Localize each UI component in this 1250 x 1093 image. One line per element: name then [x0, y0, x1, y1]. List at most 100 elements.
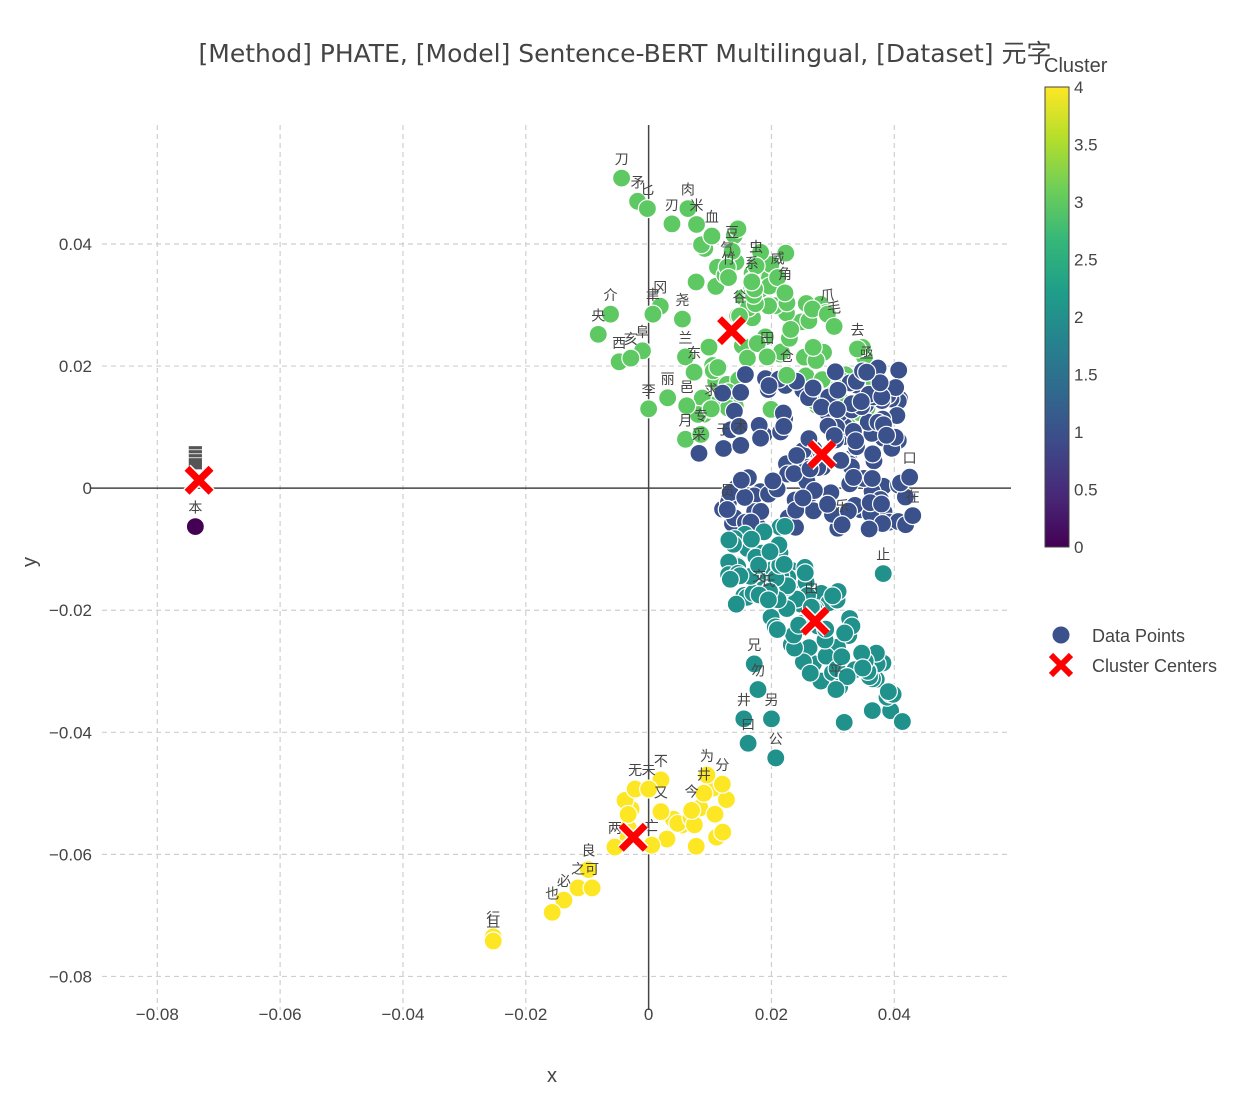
point-label: 东 [687, 346, 701, 362]
point-label: 刀 [615, 152, 629, 168]
data-point [781, 319, 801, 340]
data-point [873, 564, 893, 584]
point-label: 采 [692, 427, 706, 443]
data-point [767, 619, 787, 640]
data-point [870, 373, 890, 393]
point-label: 公 [769, 732, 783, 748]
point-label: 行 [486, 911, 500, 927]
point-label: 虫 [749, 240, 763, 256]
point-label: 匕 [640, 183, 654, 199]
cluster-center-marker [184, 465, 214, 495]
data-point [621, 348, 641, 368]
data-point [582, 878, 602, 898]
point-label: 无 [628, 763, 642, 779]
point-label: 两 [608, 821, 622, 837]
data-point [738, 733, 758, 753]
point-label: 良 [581, 844, 595, 860]
legend-cluster-centers-label: Cluster Centers [1092, 656, 1217, 676]
colorbar-title: Cluster [1044, 55, 1108, 77]
data-point [185, 517, 205, 537]
point-label: 亡 [645, 819, 659, 835]
point-label: 员 [720, 484, 734, 500]
cluster-center-marker [800, 606, 830, 636]
data-point [776, 243, 796, 263]
data-point [859, 519, 879, 539]
data-point [757, 347, 777, 367]
point-label: 兰 [678, 331, 692, 347]
data-point [871, 494, 892, 514]
data-point [760, 542, 780, 562]
data-point [578, 860, 599, 880]
data-point [554, 890, 574, 910]
data-point [892, 711, 912, 732]
data-point [729, 416, 749, 436]
data-point [694, 783, 714, 803]
x-tick-label: 0 [644, 1005, 653, 1024]
data-point [803, 337, 823, 357]
point-label: 尧 [675, 293, 689, 309]
colorbar: Cluster 0 0.5 1 1.5 2 2.5 3 3.5 4 [1044, 55, 1108, 557]
point-label: 分 [715, 758, 729, 774]
data-point [731, 470, 751, 490]
point-label: 豆 [725, 225, 739, 241]
y-tick-label: −0.06 [49, 845, 92, 864]
point-label: 由 [804, 581, 818, 597]
data-point [774, 416, 794, 437]
point-label: 米 [690, 198, 704, 214]
data-point [825, 362, 845, 382]
legend-data-points-label: Data Points [1092, 626, 1185, 646]
point-label: 本 [188, 501, 202, 517]
data-point [741, 529, 762, 549]
legend-item-data-points[interactable]: Data Points [1051, 625, 1185, 646]
x-tick-label: 0.04 [878, 1005, 911, 1024]
point-label: 今 [685, 784, 699, 800]
data-point [889, 360, 909, 380]
data-point [878, 682, 898, 702]
point-label: 乐 [835, 499, 849, 515]
point-label: 角 [778, 267, 792, 283]
point-label: 可 [585, 862, 599, 878]
x-axis-title: x [547, 1065, 557, 1087]
data-point [643, 304, 663, 324]
point-label: 肉 [681, 183, 695, 199]
data-point [735, 364, 756, 385]
data-point [832, 647, 852, 667]
data-point [748, 555, 769, 575]
point-label: 另 [764, 693, 778, 709]
data-point [483, 931, 503, 951]
data-point [705, 804, 725, 824]
data-point [672, 309, 693, 329]
data-point [766, 748, 786, 768]
data-point [713, 438, 734, 459]
data-point [678, 199, 698, 219]
point-label: 止 [876, 548, 890, 564]
x-tick-label: −0.06 [259, 1005, 302, 1024]
data-point [811, 397, 832, 417]
y-tick-label: 0 [83, 479, 92, 498]
zero-lines [90, 125, 1011, 1010]
data-point [803, 378, 823, 398]
data-point [777, 365, 797, 385]
point-labels: 刀矛匕刃肉米血豆气 虫竹系威角介央 冈聿尧 谷 爪毛阜西亥 兰东 田仓 去亟李丽邑求月 专采于术… [188, 152, 919, 931]
cluster-centers [183, 315, 838, 853]
point-label: 勿 [751, 664, 765, 680]
point-label: 仓 [780, 349, 794, 365]
point-label: 血 [705, 210, 719, 226]
data-point [686, 214, 707, 235]
data-point [684, 362, 704, 382]
y-tick-label: 0.02 [59, 357, 92, 376]
colorbar-tick-label: 1 [1074, 423, 1083, 442]
data-point [857, 362, 877, 382]
colorbar-tick-label: 1.5 [1074, 366, 1098, 385]
x-tick-label: −0.08 [136, 1005, 179, 1024]
data-point [658, 388, 678, 408]
legend-item-cluster-centers[interactable]: Cluster Centers [1048, 652, 1217, 678]
point-label: 阜 [635, 324, 649, 341]
data-point [759, 376, 779, 396]
data-point [837, 667, 857, 687]
point-label: 冈 [653, 280, 667, 296]
data-point [702, 226, 722, 246]
data-point [862, 468, 882, 489]
data-point [775, 516, 795, 536]
